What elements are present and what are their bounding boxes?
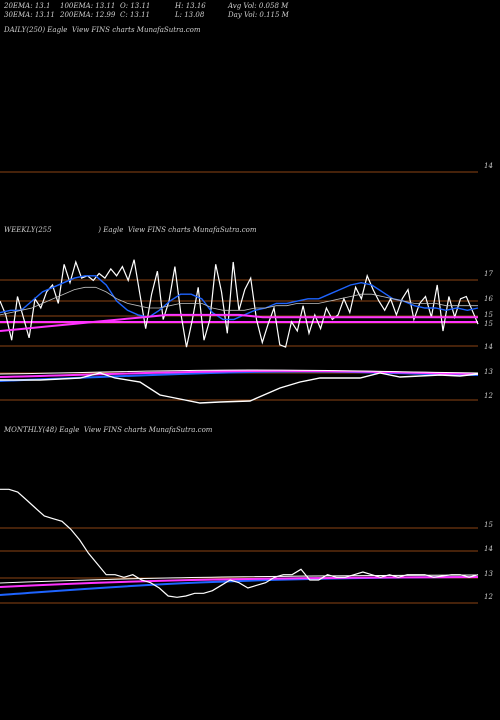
monthly-tick-14: 14	[484, 545, 493, 553]
monthly-tick-13: 13	[484, 570, 493, 578]
weekly-tick-14: 14	[484, 343, 493, 351]
weekly-gridlines	[0, 279, 478, 401]
ema20-readout: 20EMA: 13.1	[4, 2, 51, 10]
weekly-series-3	[0, 313, 478, 332]
open-readout: O: 13.11	[120, 2, 151, 10]
close-readout: C: 13.11	[120, 11, 150, 19]
weekly-tick-15b: 15	[484, 320, 493, 328]
ema30-readout: 30EMA: 13.11	[4, 11, 55, 19]
avg-vol-readout: Avg Vol: 0.058 M	[228, 2, 289, 10]
weekly-tick-16: 16	[484, 295, 493, 303]
monthly-panel-title: MONTHLY(48) Eagle View FINS charts Munaf…	[4, 426, 213, 434]
weekly-ema-bands	[0, 321, 479, 382]
monthly-tick-12: 12	[484, 593, 493, 601]
daily-tick-label: 14	[484, 162, 493, 170]
weekly-low-price-line	[0, 372, 479, 404]
weekly-tick-12: 12	[484, 392, 493, 400]
low-readout: L: 13.08	[175, 11, 205, 19]
weekly-series-1	[0, 275, 479, 321]
monthly-series-group	[0, 488, 479, 598]
day-vol-readout: Day Vol: 0.115 M	[228, 11, 289, 19]
weekly-series-group	[0, 259, 479, 348]
ema200-readout: 200EMA: 12.99	[60, 11, 116, 19]
weekly-tick-13: 13	[484, 368, 493, 376]
ema100-readout: 100EMA: 13.11	[60, 2, 116, 10]
monthly-gridlines	[0, 527, 478, 604]
weekly-series-0	[0, 259, 479, 348]
daily-panel-title: DAILY(250) Eagle View FINS charts Munafa…	[4, 26, 201, 34]
weekly-tick-15a: 15	[484, 311, 493, 319]
weekly-panel-title: WEEKLY(255 ) Eagle View FINS charts Muna…	[4, 226, 257, 234]
weekly-series-2	[0, 286, 478, 316]
weekly-tick-17: 17	[484, 270, 493, 278]
high-readout: H: 13.16	[175, 2, 206, 10]
monthly-tick-15: 15	[484, 521, 493, 529]
monthly-series-0	[0, 488, 479, 598]
